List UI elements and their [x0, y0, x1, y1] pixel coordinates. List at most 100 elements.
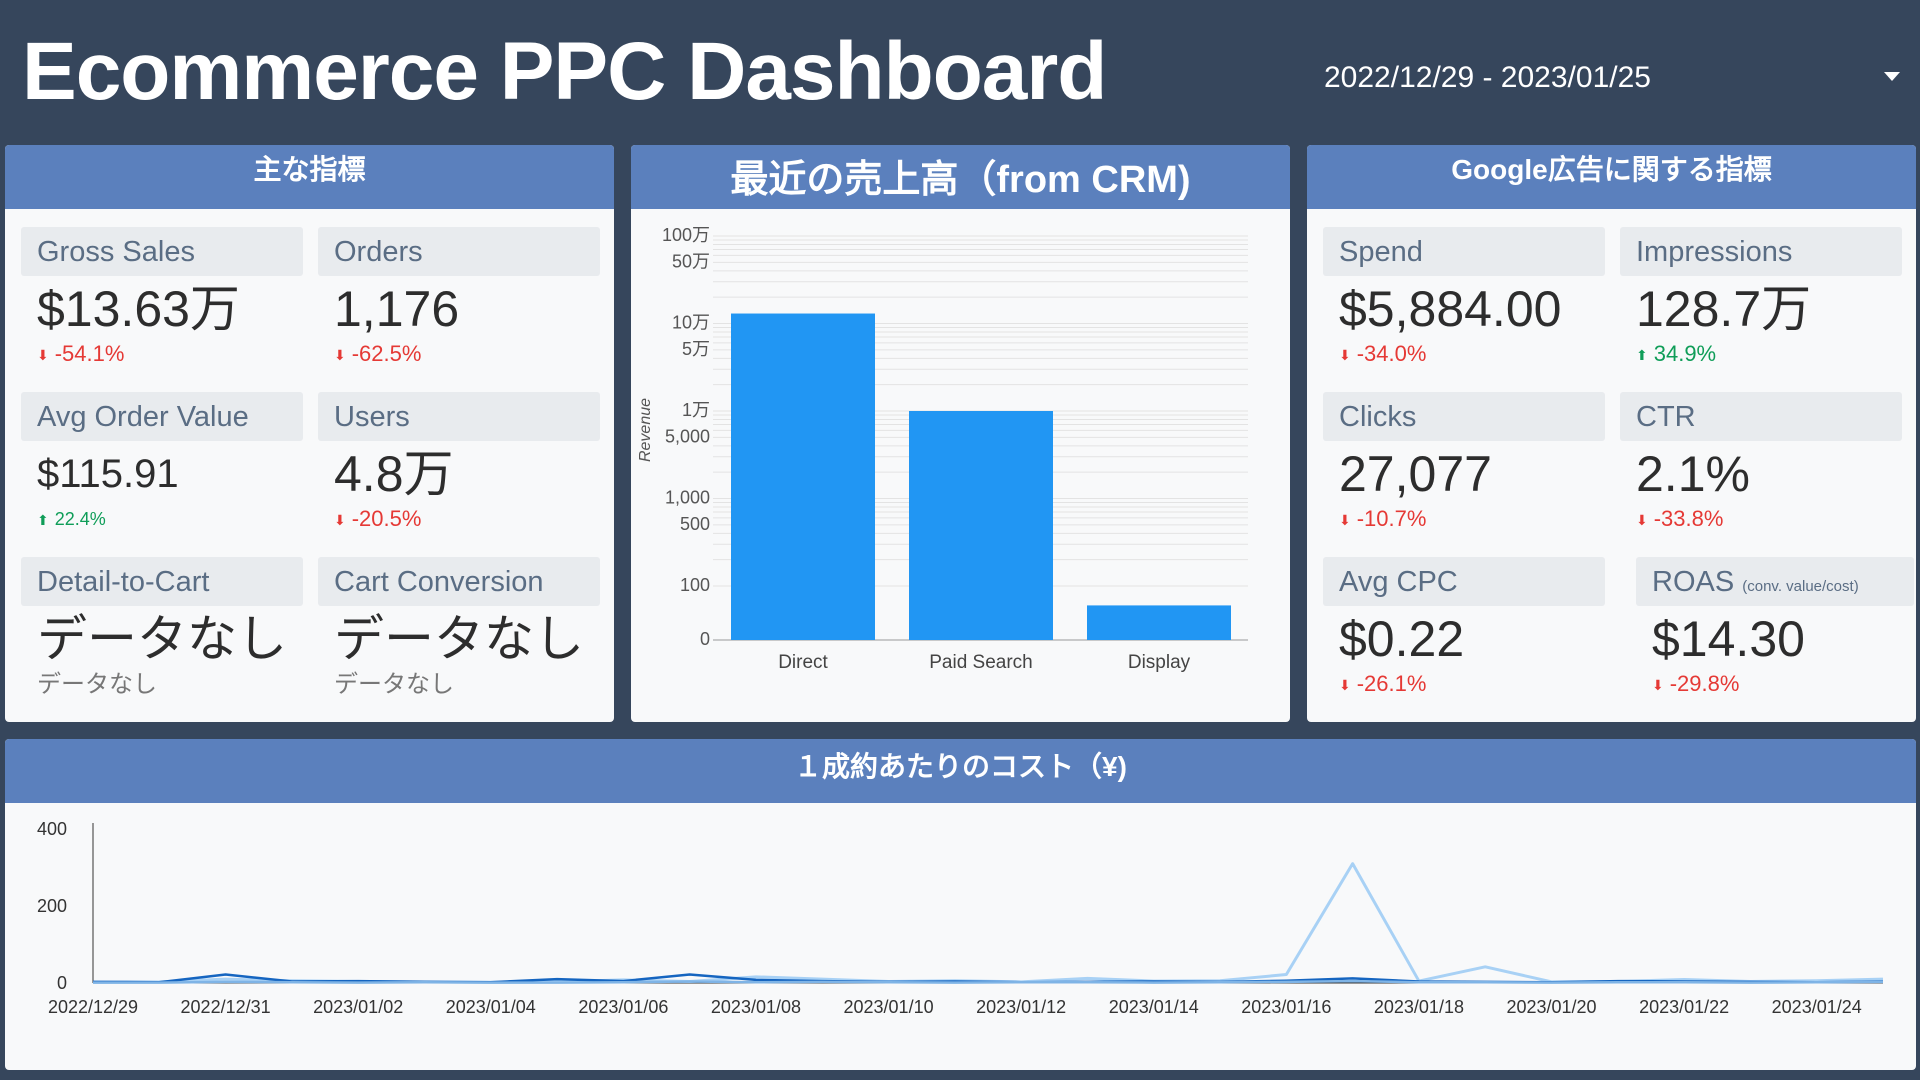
kpi-label: Clicks — [1323, 392, 1605, 441]
kpi-value: $13.63万 — [37, 281, 240, 337]
kpi-clicks: Clicks 27,077 ⬇ -10.7% — [1323, 392, 1605, 542]
kpi-delta-text: -10.7% — [1356, 506, 1427, 531]
kpi-gross-sales: Gross Sales $13.63万 ⬇ -54.1% — [21, 227, 303, 377]
y-tick-label: 10万 — [672, 313, 710, 333]
y-tick-label: 500 — [680, 514, 710, 534]
y-axis-label: Revenue — [637, 398, 654, 462]
date-range-picker[interactable]: 2022/12/29 - 2023/01/25 — [1310, 50, 1900, 106]
x-tick-label: 2022/12/29 — [48, 997, 138, 1017]
x-tick-label: 2023/01/24 — [1772, 997, 1862, 1017]
arrow-down-icon: ⬇ — [1652, 677, 1664, 694]
arrow-up-icon: ⬆ — [1636, 347, 1648, 364]
kpi-label: Cart Conversion — [318, 557, 600, 606]
x-tick-label: 2023/01/06 — [578, 997, 668, 1017]
kpi-value: 1,176 — [334, 281, 460, 337]
kpi-delta-text: -54.1% — [54, 341, 125, 366]
kpi-label-sub: (conv. value/cost) — [1742, 578, 1859, 595]
kpi-value: $5,884.00 — [1339, 281, 1562, 337]
kpi-no-data: データなし — [334, 671, 454, 698]
kpi-delta: ⬇ -33.8% — [1620, 505, 1902, 534]
arrow-down-icon: ⬇ — [37, 347, 49, 364]
kpi-impressions: Impressions 128.7万 ⬆ 34.9% — [1620, 227, 1902, 377]
bar-direct — [731, 313, 875, 640]
kpi-value: データなし — [37, 611, 287, 667]
kpi-delta: ⬇ -62.5% — [318, 340, 600, 369]
kpi-label: Gross Sales — [21, 227, 303, 276]
kpi-avg-order-value: Avg Order Value $115.91 ⬆ 22.4% — [21, 392, 303, 542]
revenue-panel: 最近の売上高（from CRM) 100万 50万 10万 5万 1万 5,000 1,00… — [631, 145, 1290, 722]
kpi-delta: ⬇ -10.7% — [1323, 505, 1605, 534]
arrow-up-icon: ⬆ — [37, 512, 49, 529]
y-tick-label: 5万 — [682, 339, 710, 359]
x-tick-label: 2022/12/31 — [181, 997, 271, 1017]
kpi-delta: ⬆ 34.9% — [1620, 340, 1902, 369]
kpi-label: Avg Order Value — [21, 392, 303, 441]
y-tick-label: 0 — [700, 629, 710, 649]
kpi-delta: ⬇ -26.1% — [1323, 670, 1605, 699]
x-tick-label: 2023/01/12 — [976, 997, 1066, 1017]
kpi-delta: ⬇ -29.8% — [1636, 670, 1914, 699]
revenue-title: 最近の売上高（from CRM) — [631, 145, 1290, 209]
kpi-delta-text: 22.4% — [54, 509, 106, 529]
y-tick-label: 0 — [57, 973, 67, 993]
x-tick-label: 2023/01/14 — [1109, 997, 1199, 1017]
y-tick-label: 1万 — [682, 400, 710, 420]
x-tick-label: Direct — [778, 652, 828, 673]
arrow-down-icon: ⬇ — [334, 347, 346, 364]
google-ads-title: Google広告に関する指標 — [1307, 145, 1916, 209]
kpi-delta: ⬇ -54.1% — [21, 340, 303, 369]
kpi-delta: ⬇ -20.5% — [318, 505, 600, 534]
main-metrics-panel: 主な指標 Gross Sales $13.63万 ⬇ -54.1% Orders … — [5, 145, 614, 722]
kpi-label: Orders — [318, 227, 600, 276]
cost-per-conversion-line-chart: 0 200 400 2022/12/29 2022/12/31 2023/01/02 202… — [37, 819, 1884, 1017]
y-tick-label: 50万 — [672, 251, 710, 271]
kpi-delta-text: -26.1% — [1356, 671, 1427, 696]
y-tick-label: 5,000 — [665, 426, 710, 446]
google-ads-panel: Google広告に関する指標 Spend $5,884.00 ⬇ -34.0% I… — [1307, 145, 1916, 722]
kpi-label: Spend — [1323, 227, 1605, 276]
y-tick-label: 100万 — [662, 225, 710, 245]
dashboard-title: Ecommerce PPC Dashboard — [22, 26, 1107, 117]
kpi-value: 4.8万 — [334, 446, 454, 502]
x-tick-label: Paid Search — [929, 652, 1033, 673]
kpi-value: $115.91 — [37, 452, 179, 496]
kpi-value: 128.7万 — [1636, 281, 1812, 337]
kpi-value: $14.30 — [1652, 611, 1805, 667]
kpi-no-data: データなし — [37, 671, 157, 698]
kpi-spend: Spend $5,884.00 ⬇ -34.0% — [1323, 227, 1605, 377]
bar-paid-search — [909, 411, 1053, 640]
y-tick-label: 200 — [37, 896, 67, 916]
x-tick-label: Display — [1128, 652, 1191, 673]
cost-per-conversion-title: １成約あたりのコスト（¥) — [5, 739, 1916, 803]
x-tick-label: 2023/01/22 — [1639, 997, 1729, 1017]
x-tick-label: 2023/01/02 — [313, 997, 403, 1017]
arrow-down-icon: ⬇ — [1339, 512, 1351, 529]
kpi-cart-conversion: Cart Conversion データなし データなし — [318, 557, 600, 707]
revenue-bar-chart: 100万 50万 10万 5万 1万 5,000 1,000 500 100 0 Revenue Di… — [637, 225, 1248, 673]
kpi-delta-text: -29.8% — [1669, 671, 1740, 696]
kpi-delta: ⬆ 22.4% — [21, 505, 303, 534]
kpi-detail-to-cart: Detail-to-Cart データなし データなし — [21, 557, 303, 707]
arrow-down-icon: ⬇ — [334, 512, 346, 529]
kpi-label: Users — [318, 392, 600, 441]
kpi-label: Avg CPC — [1323, 557, 1605, 606]
cost-per-conversion-panel: １成約あたりのコスト（¥) 0 200 400 2022/12/29 2022/12/3… — [5, 739, 1916, 1070]
kpi-delta-text: -34.0% — [1356, 341, 1427, 366]
kpi-ctr: CTR 2.1% ⬇ -33.8% — [1620, 392, 1902, 542]
chevron-down-icon[interactable] — [1884, 72, 1900, 81]
main-metrics-title: 主な指標 — [5, 145, 614, 209]
kpi-label: Detail-to-Cart — [21, 557, 303, 606]
kpi-value: データなし — [334, 611, 584, 667]
arrow-down-icon: ⬇ — [1636, 512, 1648, 529]
y-tick-label: 400 — [37, 819, 67, 839]
x-tick-label: 2023/01/08 — [711, 997, 801, 1017]
x-tick-label: 2023/01/18 — [1374, 997, 1464, 1017]
arrow-down-icon: ⬇ — [1339, 677, 1351, 694]
kpi-label: Impressions — [1620, 227, 1902, 276]
kpi-users: Users 4.8万 ⬇ -20.5% — [318, 392, 600, 542]
kpi-delta-text: -20.5% — [351, 506, 422, 531]
series-line-1 — [92, 862, 1884, 984]
y-tick-label: 1,000 — [665, 488, 710, 508]
x-tick-label: 2023/01/20 — [1506, 997, 1596, 1017]
kpi-label-text: ROAS — [1652, 566, 1735, 598]
